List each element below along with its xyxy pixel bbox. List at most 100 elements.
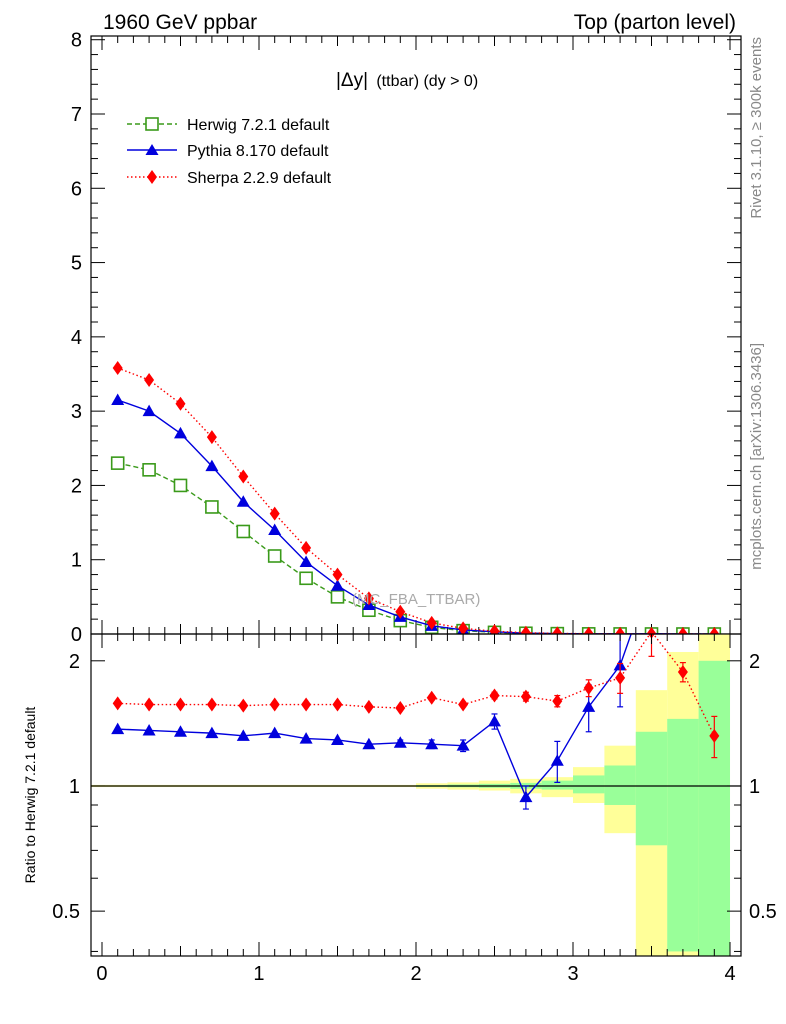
main-point-pythia <box>142 404 156 417</box>
main-y-tick-label: 4 <box>71 327 82 349</box>
ratio-band-inner <box>698 660 731 956</box>
main-point-sherpa <box>489 624 500 634</box>
legend-entry-herwig: Herwig 7.2.1 default <box>127 117 330 134</box>
main-y-tick-label: 0 <box>71 624 82 646</box>
main-point-sherpa <box>144 372 155 387</box>
ratio-point-sherpa <box>489 688 500 703</box>
ratio-point-pythia <box>393 736 407 748</box>
main-y-tick-labels: 0 1 2 3 4 5 6 7 8 <box>71 30 82 646</box>
ratio-y-tick-label: 1 <box>69 776 80 798</box>
ratio-point-sherpa <box>238 698 249 713</box>
main-point-sherpa <box>206 430 217 445</box>
plot-title-sub: (ttbar) (dy > 0) <box>376 73 478 90</box>
main-point-sherpa <box>332 567 343 582</box>
main-y-tick-label: 3 <box>71 401 82 423</box>
main-point-pythia <box>205 459 219 472</box>
main-point-sherpa <box>646 626 657 634</box>
ratio-point-sherpa <box>709 728 720 743</box>
x-tick-label: 2 <box>410 963 421 985</box>
x-tick-label: 3 <box>567 963 578 985</box>
main-point-sherpa <box>112 361 123 376</box>
ratio-band-inner <box>667 718 699 952</box>
ratio-point-pythia <box>268 726 282 739</box>
x-tick-label: 1 <box>253 963 264 985</box>
ratio-point-pythia <box>236 729 250 741</box>
ratio-point-sherpa <box>175 697 186 712</box>
main-point-sherpa <box>520 625 531 634</box>
ratio-point-sherpa <box>583 681 594 696</box>
legend-label-sherpa: Sherpa 2.2.9 default <box>187 170 332 187</box>
ratio-point-pythia <box>488 714 502 727</box>
ratio-point-sherpa <box>426 690 437 705</box>
main-point-sherpa <box>709 626 720 634</box>
ratio-point-sherpa <box>552 694 563 709</box>
main-point-sherpa <box>583 626 594 634</box>
main-point-sherpa <box>458 621 469 634</box>
main-y-tick-label: 2 <box>71 475 82 497</box>
main-point-herwig <box>110 456 125 470</box>
ratio-point-sherpa <box>520 689 531 704</box>
main-point-herwig <box>236 524 251 539</box>
ratio-point-pythia <box>330 733 344 745</box>
plot-title: |Δy| (ttbar) (dy > 0) <box>336 70 478 91</box>
legend-entry-pythia: Pythia 8.170 default <box>127 143 329 160</box>
ratio-point-pythia <box>425 737 439 750</box>
x-tick-labels: 0 1 2 3 4 <box>96 963 735 985</box>
legend-label-herwig: Herwig 7.2.1 default <box>187 117 330 134</box>
ratio-point-sherpa <box>301 697 312 712</box>
ratio-point-pythia <box>456 739 470 751</box>
plot-title-main: |Δy| <box>336 70 368 91</box>
ratio-point-sherpa <box>677 664 688 679</box>
main-point-pythia <box>111 393 125 405</box>
legend: Herwig 7.2.1 default Pythia 8.170 defaul… <box>127 117 332 187</box>
main-point-herwig <box>299 571 313 586</box>
main-panel: 0 1 2 3 4 5 6 7 8 |Δy| (ttbar) (dy > 0) (MC_FBA_… <box>71 30 742 646</box>
watermark: (MC_FBA_TTBAR) <box>352 591 480 608</box>
ratio-point-sherpa <box>112 696 123 711</box>
ratio-point-pythia <box>173 725 187 737</box>
ratio-y-tick-label: 0.5 <box>52 901 80 923</box>
main-series-line-herwig <box>117 462 715 634</box>
legend-label-pythia: Pythia 8.170 default <box>187 143 329 160</box>
ratio-point-sherpa <box>332 697 343 712</box>
ratio-point-sherpa <box>615 670 626 685</box>
legend-marker-sherpa <box>147 170 157 184</box>
ratio-point-pythia <box>205 726 219 739</box>
ratio-y-axis-label: Ratio to Herwig 7.2.1 default <box>22 707 38 884</box>
main-point-herwig <box>267 549 282 563</box>
main-point-sherpa <box>175 396 186 411</box>
main-point-pythia <box>299 555 313 567</box>
ratio-panel: 0.5 0.5 1 1 2 2 0 1 2 3 4 Ratio to Herwig 7.2.1 d… <box>22 569 777 985</box>
main-y-tick-label: 8 <box>71 30 82 52</box>
ratio-y-tick-label: 2 <box>69 651 80 673</box>
ratio-point-pythia <box>362 737 376 750</box>
main-point-sherpa <box>426 615 437 630</box>
ratio-band-inner <box>604 765 636 805</box>
main-axis-ticks <box>91 36 741 635</box>
ratio-point-pythia <box>299 732 313 744</box>
ratio-series-layer <box>111 569 720 810</box>
main-point-pythia <box>173 426 187 439</box>
main-point-herwig <box>205 500 219 514</box>
ratio-point-pythia <box>645 569 658 581</box>
main-point-herwig <box>173 478 188 493</box>
rivet-label: Rivet 3.1.10, ≥ 300k events <box>748 37 765 219</box>
ratio-series-line-sherpa <box>117 634 715 737</box>
ratio-bands-layer <box>91 634 731 956</box>
ratio-series-line-pythia <box>117 634 632 799</box>
ratio-y-tick-label-right: 0.5 <box>749 901 777 923</box>
ratio-point-pythia <box>142 723 156 736</box>
main-point-pythia <box>330 579 344 591</box>
ratio-y-tick-label-right: 2 <box>749 651 760 673</box>
ratio-band-inner <box>541 780 574 790</box>
ratio-band-inner <box>635 731 668 846</box>
x-tick-label: 0 <box>96 963 107 985</box>
main-point-herwig <box>142 463 156 477</box>
ratio-point-sherpa <box>206 697 217 712</box>
ratio-point-pythia <box>582 700 596 712</box>
ratio-point-sherpa <box>395 700 406 715</box>
ratio-y-tick-labels: 0.5 0.5 1 1 2 2 <box>52 651 777 923</box>
main-y-tick-label: 7 <box>71 104 82 126</box>
ratio-band-inner <box>573 775 605 794</box>
